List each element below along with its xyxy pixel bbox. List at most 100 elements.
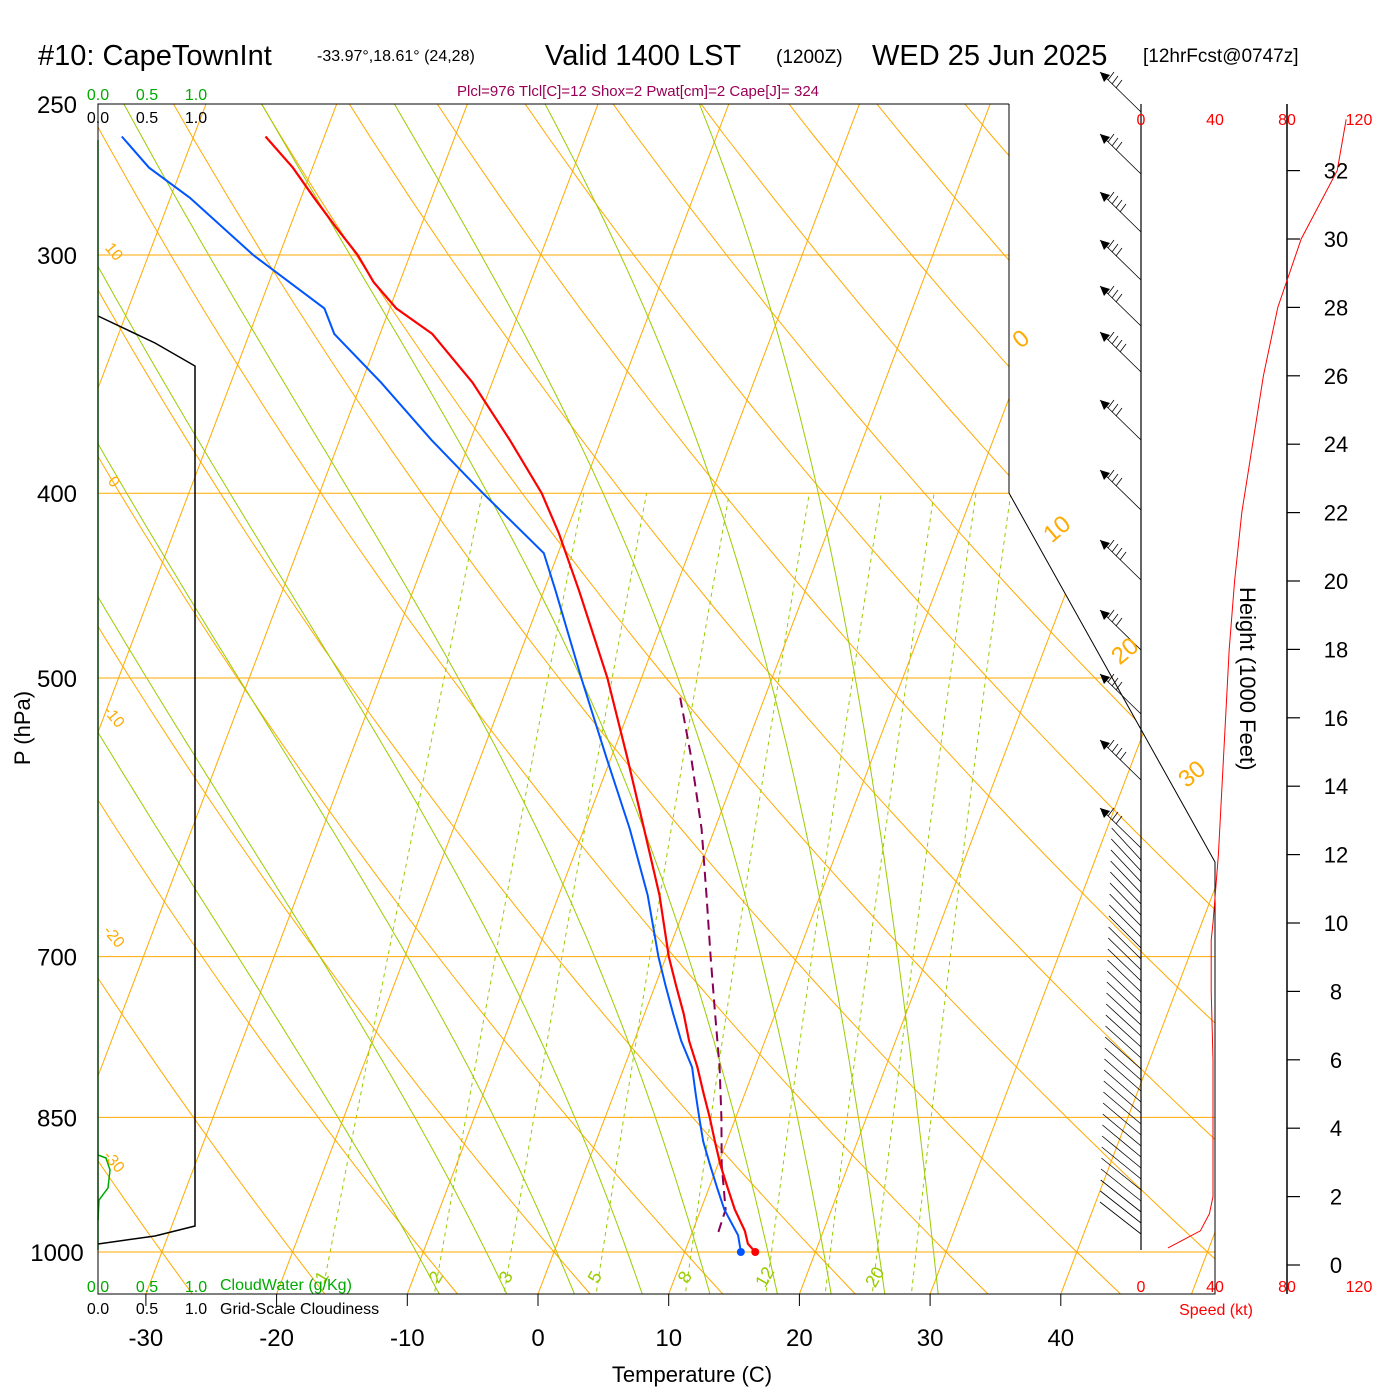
dry-adiabat-line [98,104,355,1294]
wind-barb-staff [1102,1113,1142,1147]
mixing-ratio-label: 3 [495,1268,517,1287]
wind-barb-staff [1101,1135,1142,1169]
dry-adiabat-line [588,104,1215,1294]
wind-barb-tick [1111,75,1119,85]
wind-speed-line [1167,119,1347,1249]
temperature-tick-label: 20 [786,1325,813,1352]
cloudwater-bump [97,1154,111,1221]
dry-adiabat-line [1022,104,1215,1294]
dry-adiabat-line [762,104,1215,1294]
wind-barb-tick [1107,739,1115,749]
speed-tick-label-top: 80 [1278,112,1296,129]
wind-barb-flag [1100,240,1110,250]
isotherm-line [98,104,539,1294]
cloudwater-tick-top: 0.0 [87,87,109,104]
temperature-tick-label: 30 [917,1325,944,1352]
mixing-ratio-line [427,493,585,1294]
dry-adiabat-line [1284,70,1400,1331]
wind-barb-tick [1115,293,1123,303]
temperature-trace [264,135,757,1253]
height-tick-label: 14 [1324,774,1348,799]
valid-date: WED 25 Jun 2025 [872,40,1108,72]
height-tick-label: 10 [1324,911,1348,936]
mixing-ratio-line [867,493,977,1294]
wind-barb-tick [1107,807,1115,817]
wind-barb-tick [1111,473,1119,483]
pressure-tick-label: 700 [37,945,77,972]
cloudwater-tick-top: 1.0 [185,87,207,104]
height-tick-label: 20 [1324,569,1348,594]
mixing-ratio-line [820,493,935,1294]
wind-barb-tick [1115,681,1123,691]
cloudwater-tick-top: 0.5 [136,87,158,104]
cloudiness-tick-bottom: 0.0 [87,1301,109,1318]
wind-barb-tick [1107,469,1115,479]
cloudiness-tick-top: 0.5 [136,110,158,127]
wind-barb-staff [1103,1091,1142,1125]
moist-adiabat-line [544,104,891,1294]
height-axis-title: Height (1000 Feet) [1235,587,1260,770]
wind-barb-tick [1107,673,1115,683]
wind-barb-tick [1119,203,1127,213]
wind-barb-tick [1115,141,1123,151]
pressure-tick-label: 1000 [30,1240,83,1267]
cloudwater-tick-bottom: 0.0 [87,1279,109,1296]
isotherm-line [131,104,669,1294]
wind-barb-staff [1101,1146,1142,1180]
mixing-ratio-line [314,493,483,1294]
mixing-ratio-label: 2 [425,1268,447,1287]
pressure-axis-title: P (hPa) [10,691,35,765]
cloudiness-tick-top: 0.0 [87,110,109,127]
wind-barb-tick [1111,289,1119,299]
mixing-ratio-label: 5 [584,1268,606,1287]
isotherm-line [784,104,1215,1294]
speed-tick-label-bottom: 80 [1278,1279,1296,1296]
wind-barb-staff [1100,1168,1142,1202]
height-tick-label: 12 [1324,843,1348,868]
wind-barb-staff [1105,1003,1142,1037]
wind-barb-tick [1111,543,1119,553]
wind-barb-tick [1119,751,1127,761]
wind-barb-staff [1108,926,1142,960]
height-tick-label: 0 [1330,1253,1342,1278]
wind-barb-tick [1107,399,1115,409]
stability-indices: Plcl=976 Tlcl[C]=12 Shox=2 Pwat[cm]=2 Ca… [457,83,820,100]
pressure-tick-label: 300 [37,243,77,270]
wind-barb-tick [1107,71,1115,81]
wind-barb-tick [1107,133,1115,143]
mixing-ratio-label: 20 [861,1263,888,1290]
cloudwater-tick-bottom: 0.5 [136,1279,158,1296]
wind-barb-staff [1105,1014,1142,1048]
wind-barb-staff [1100,1179,1142,1213]
isotherm-line [262,104,800,1294]
wind-barb-tick [1107,285,1115,295]
wind-barb-staff [1107,937,1142,971]
speed-tick-label-top: 40 [1206,112,1224,129]
height-tick-label: 4 [1330,1116,1342,1141]
isotherm-line [523,104,1061,1294]
isotherm-line [1177,104,1215,1294]
temperature-tick-label: 0 [531,1325,544,1352]
wind-barb-tick [1119,551,1127,561]
dry-adiabat-line [327,104,1215,1294]
wind-barb-staff [1100,1190,1142,1224]
wind-barb-flag [1100,332,1110,342]
wind-barb-staff [1101,1157,1142,1191]
wind-barb-tick [1111,811,1119,821]
height-tick-label: 22 [1324,501,1348,526]
dry-adiabat-line [98,104,221,1294]
cloudiness-line [97,315,196,1245]
station-title: #10: CapeTownInt [38,40,272,72]
wind-barb-staff [1110,849,1142,883]
wind-barb-staff [1106,981,1142,1015]
wind-barb-staff [1105,1025,1142,1059]
zulu-time: (1200Z) [776,47,843,68]
thermo-lines [98,70,1400,1331]
temperature-tick-label: -20 [259,1325,294,1352]
height-tick-label: 26 [1324,364,1348,389]
temperature-axis-title: Temperature (C) [612,1362,772,1387]
pressure-tick-label: 500 [37,666,77,693]
speed-tick-label-bottom: 40 [1206,1279,1224,1296]
wind-barb-flag [1100,610,1110,620]
wind-barb-tick [1111,137,1119,147]
